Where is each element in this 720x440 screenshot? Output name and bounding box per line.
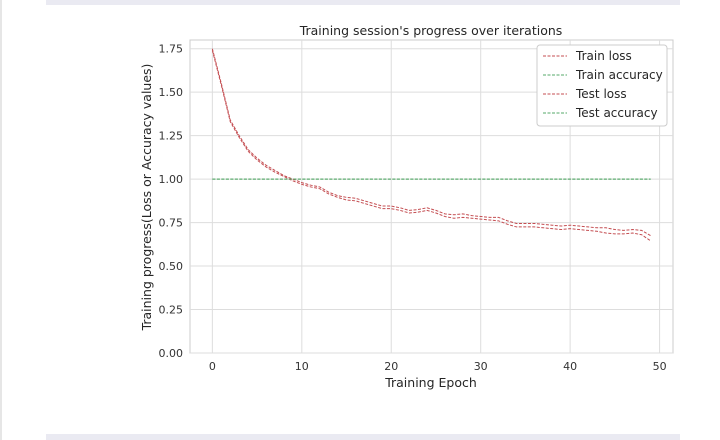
x-axis-label: Training Epoch bbox=[384, 375, 477, 390]
x-tick-label: 20 bbox=[384, 360, 398, 373]
series-lines bbox=[211, 48, 651, 242]
y-tick-label: 0.75 bbox=[159, 217, 184, 230]
legend-label-train-loss: Train loss bbox=[575, 49, 632, 63]
legend: Train loss Train accuracy Test loss Test… bbox=[536, 44, 668, 127]
top-strip bbox=[46, 0, 680, 5]
legend-label-train-accuracy: Train accuracy bbox=[575, 68, 663, 82]
x-tick-label: 10 bbox=[295, 360, 309, 373]
x-tick-label: 50 bbox=[653, 360, 667, 373]
y-tick-label: 1.00 bbox=[159, 173, 184, 186]
y-tick-label: 0.00 bbox=[159, 347, 184, 360]
series-line-test-loss bbox=[211, 50, 651, 242]
x-tick-labels: 0 10 20 30 40 50 bbox=[209, 360, 667, 373]
left-rail bbox=[0, 0, 2, 440]
y-tick-labels: 0.00 0.25 0.50 0.75 1.00 1.25 1.50 1.75 bbox=[159, 43, 184, 360]
y-tick-label: 0.50 bbox=[159, 260, 184, 273]
y-tick-label: 1.75 bbox=[159, 43, 184, 56]
series-line-train-loss bbox=[211, 48, 651, 237]
y-tick-label: 1.25 bbox=[159, 130, 184, 143]
x-tick-label: 0 bbox=[209, 360, 216, 373]
bottom-strip bbox=[46, 434, 680, 440]
y-tick-label: 0.25 bbox=[159, 304, 184, 317]
chart-title: Training session's progress over iterati… bbox=[299, 23, 563, 38]
y-axis-label: Training progress(Loss or Accuracy value… bbox=[139, 64, 154, 332]
x-tick-label: 30 bbox=[474, 360, 488, 373]
legend-label-test-loss: Test loss bbox=[575, 87, 627, 101]
legend-box bbox=[536, 44, 668, 127]
x-tick-label: 40 bbox=[563, 360, 577, 373]
y-tick-label: 1.50 bbox=[159, 86, 184, 99]
legend-label-test-accuracy: Test accuracy bbox=[575, 106, 658, 120]
